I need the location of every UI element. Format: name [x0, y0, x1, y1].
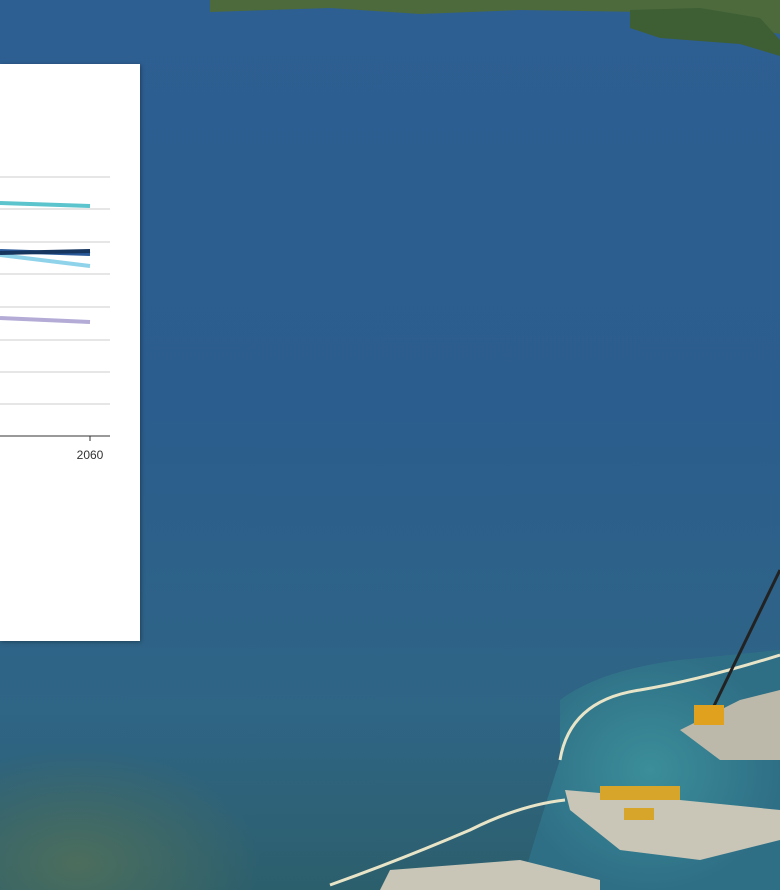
x-tick-label: 2060	[77, 448, 104, 462]
equipment	[600, 786, 680, 800]
equipment	[624, 808, 654, 820]
causeway-lower	[380, 860, 600, 890]
line-fragment	[0, 201, 91, 208]
line-fragment	[0, 316, 91, 324]
chart: 2060	[0, 176, 110, 462]
grid	[0, 176, 110, 405]
shoreline	[210, 0, 780, 34]
tree-line	[630, 8, 780, 56]
chart-card: 2060	[0, 64, 140, 641]
line-fragment	[0, 253, 91, 268]
line-fragment	[0, 249, 91, 255]
boom	[558, 653, 780, 761]
boom-lower	[329, 798, 566, 887]
plot: 2060	[0, 176, 110, 462]
work-platform	[680, 690, 780, 760]
causeway	[565, 790, 780, 860]
crane-arm	[710, 569, 780, 711]
x-ticks: 2060	[77, 436, 104, 462]
crane-body	[694, 705, 724, 725]
